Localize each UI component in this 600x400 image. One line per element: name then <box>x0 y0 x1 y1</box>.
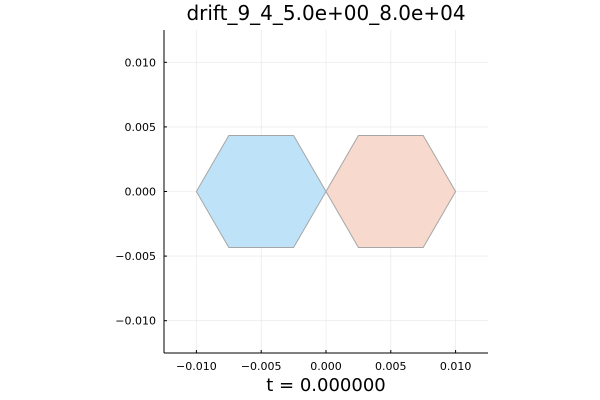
y-ticks: −0.010 −0.005 0.000 0.005 0.010 <box>115 56 167 328</box>
chart-title: drift_9_4_5.0e+00_8.0e+04 <box>186 1 465 25</box>
y-tick-label: −0.010 <box>115 315 156 328</box>
x-tick-label: 0.000 <box>310 360 342 373</box>
x-tick-label: −0.005 <box>241 360 282 373</box>
x-ticks: −0.010 −0.005 0.000 0.005 0.010 <box>176 350 471 373</box>
series-layer <box>195 135 457 248</box>
hexagon-2 <box>325 135 457 248</box>
hexagon-1 <box>195 135 327 248</box>
x-tick-label: 0.005 <box>375 360 407 373</box>
y-tick-label: 0.010 <box>125 56 157 69</box>
x-tick-label: −0.010 <box>176 360 217 373</box>
y-tick-label: 0.000 <box>125 186 157 199</box>
x-tick-label: 0.010 <box>440 360 472 373</box>
x-axis-label: t = 0.000000 <box>266 375 385 396</box>
y-tick-label: 0.005 <box>125 121 157 134</box>
y-tick-label: −0.005 <box>115 250 156 263</box>
